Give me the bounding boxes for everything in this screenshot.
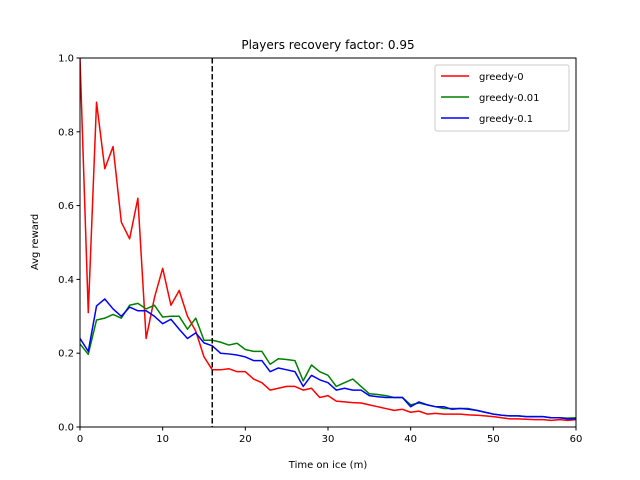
plot-area xyxy=(79,57,577,428)
x-tick-label: 20 xyxy=(239,434,252,445)
x-tick-label: 10 xyxy=(156,434,169,445)
x-tick-label: 40 xyxy=(404,434,417,445)
legend-box xyxy=(434,64,570,132)
y-tick-label: 0.4 xyxy=(58,275,74,286)
y-tick-label: 1.0 xyxy=(58,54,74,65)
x-axis-ticks: 0 10 20 30 40 50 60 xyxy=(77,427,583,445)
legend-label-greedy-0: greedy-0 xyxy=(479,72,524,83)
series-lines xyxy=(80,58,576,422)
y-axis-title: Avg reward xyxy=(30,214,41,270)
x-tick-label: 60 xyxy=(570,434,583,445)
x-axis-title: Time on ice (m) xyxy=(288,460,368,471)
legend-label-greedy-0.1: greedy-0.1 xyxy=(479,114,533,125)
series-line-greedy-0.1 xyxy=(80,298,576,420)
legend-label-greedy-0.01: greedy-0.01 xyxy=(479,93,540,104)
y-tick-label: 0.8 xyxy=(58,127,74,138)
series-line-greedy-0 xyxy=(80,58,576,422)
x-tick-label: 50 xyxy=(487,434,500,445)
x-tick-label: 30 xyxy=(322,434,335,445)
legend: greedy-0 greedy-0.01 greedy-0.1 xyxy=(434,64,570,132)
chart-title: Players recovery factor: 0.95 xyxy=(241,38,414,52)
y-axis-ticks: 0.0 0.2 0.4 0.6 0.8 1.0 xyxy=(58,54,80,434)
y-tick-label: 0.2 xyxy=(58,349,74,360)
y-tick-label: 0.0 xyxy=(58,423,74,434)
y-tick-label: 0.6 xyxy=(58,201,74,212)
x-tick-label: 0 xyxy=(77,434,83,445)
